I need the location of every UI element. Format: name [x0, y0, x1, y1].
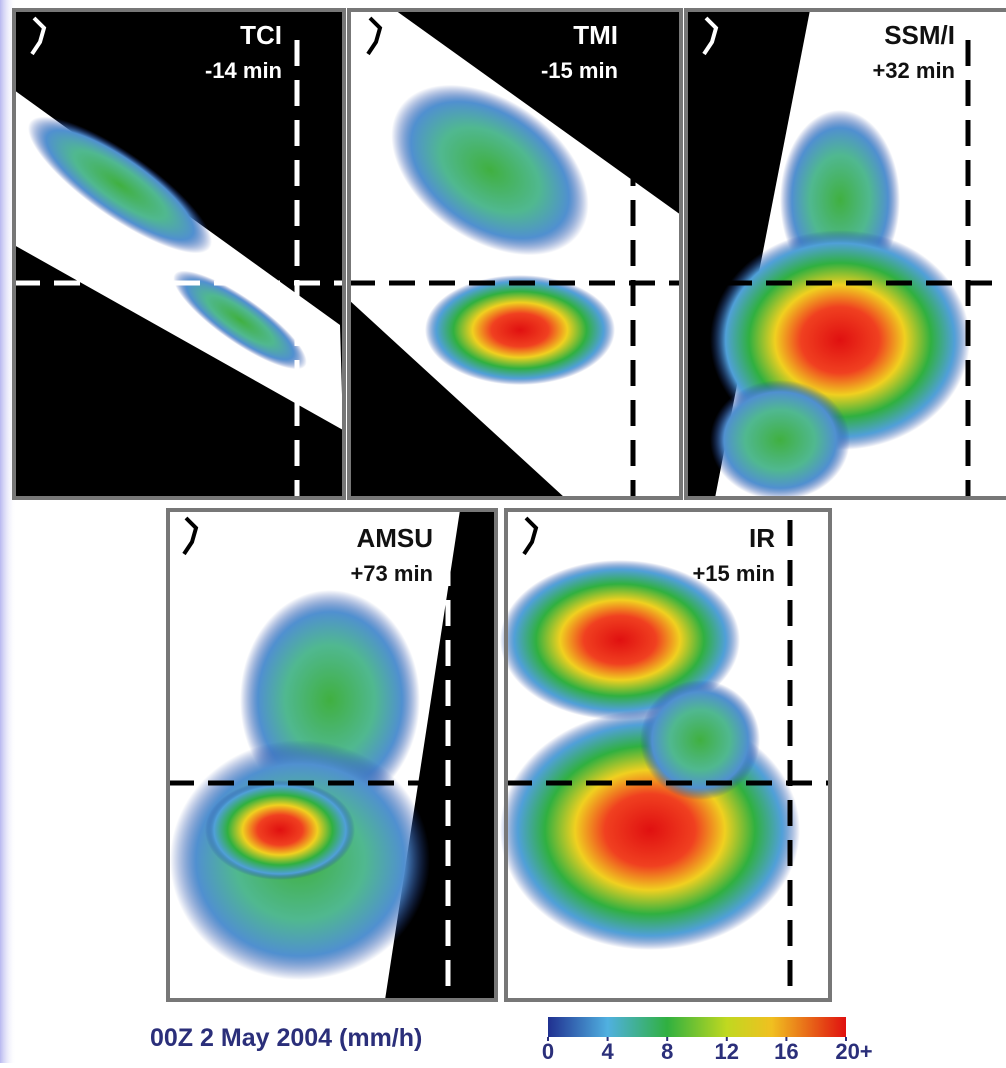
colorbar — [548, 1017, 846, 1037]
panel — [168, 510, 496, 1000]
panel-offset: +15 min — [692, 561, 775, 586]
panel-label: AMSU — [356, 523, 433, 553]
panel-label: IR — [749, 523, 775, 553]
colorbar-tick-label: 4 — [601, 1039, 614, 1063]
caption: 00Z 2 May 2004 (mm/h) — [150, 1024, 422, 1052]
panel-offset: +32 min — [872, 58, 955, 83]
panel-label: TMI — [573, 20, 618, 50]
panel-offset: -15 min — [541, 58, 618, 83]
colorbar-tick-label: 0 — [542, 1039, 554, 1063]
panel — [500, 510, 830, 1000]
colorbar-tick-label: 8 — [661, 1039, 673, 1063]
panel-offset: +73 min — [350, 561, 433, 586]
colorbar-tick-label: 16 — [774, 1039, 798, 1063]
panel-offset: -14 min — [205, 58, 282, 83]
figure: TCI -14 min TMI -15 min SSM/I +32 min AM… — [0, 0, 1006, 1063]
panel-label: SSM/I — [884, 20, 955, 50]
panel-label: TCI — [240, 20, 282, 50]
colorbar-tick-label: 20+ — [835, 1039, 872, 1063]
panel — [349, 10, 681, 498]
colorbar-tick-label: 12 — [715, 1039, 739, 1063]
panel — [12, 10, 344, 498]
panel — [686, 10, 1006, 500]
